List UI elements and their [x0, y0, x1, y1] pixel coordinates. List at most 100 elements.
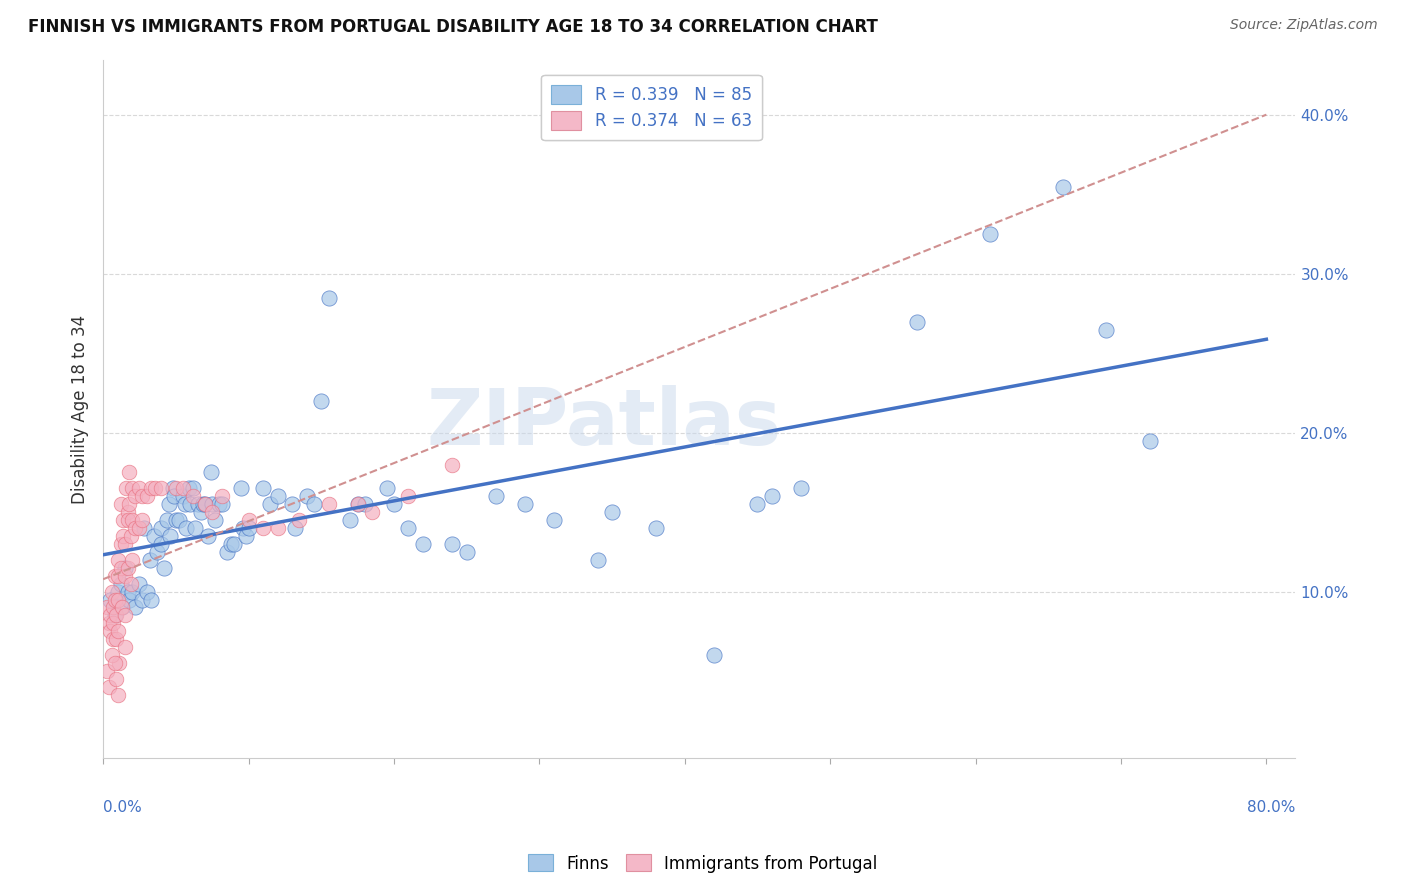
Point: [485, 489, 508, 503]
Point: [107, 624, 129, 639]
Point: [318, 291, 340, 305]
Text: ZIPatlas: ZIPatlas: [426, 385, 782, 461]
Point: [194, 497, 217, 511]
Point: [107, 553, 129, 567]
Point: [252, 482, 274, 496]
Point: [194, 497, 217, 511]
Point: [644, 521, 666, 535]
Point: [204, 513, 226, 527]
Point: [114, 608, 136, 623]
Point: [150, 482, 173, 496]
Point: [179, 497, 201, 511]
Point: [232, 521, 254, 535]
Point: [124, 521, 146, 535]
Point: [172, 482, 194, 496]
Point: [167, 513, 190, 527]
Point: [104, 592, 127, 607]
Point: [107, 688, 129, 702]
Point: [412, 537, 434, 551]
Point: [118, 466, 141, 480]
Point: [456, 545, 478, 559]
Point: [131, 592, 153, 607]
Point: [375, 482, 398, 496]
Point: [124, 489, 146, 503]
Point: [181, 489, 204, 503]
Point: [905, 315, 928, 329]
Point: [339, 513, 361, 527]
Point: [128, 482, 150, 496]
Point: [190, 505, 212, 519]
Point: [284, 521, 307, 535]
Point: [165, 482, 187, 496]
Point: [103, 616, 125, 631]
Point: [97, 680, 120, 694]
Point: [145, 482, 167, 496]
Point: [110, 576, 132, 591]
Point: [162, 482, 184, 496]
Point: [295, 489, 318, 503]
Point: [107, 584, 129, 599]
Point: [761, 489, 783, 503]
Legend: R = 0.339   N = 85, R = 0.374   N = 63: R = 0.339 N = 85, R = 0.374 N = 63: [541, 75, 762, 140]
Point: [201, 497, 224, 511]
Point: [121, 553, 143, 567]
Text: FINNISH VS IMMIGRANTS FROM PORTUGAL DISABILITY AGE 18 TO 34 CORRELATION CHART: FINNISH VS IMMIGRANTS FROM PORTUGAL DISA…: [28, 18, 877, 36]
Point: [302, 497, 325, 511]
Point: [139, 592, 162, 607]
Point: [121, 584, 143, 599]
Point: [219, 537, 242, 551]
Point: [131, 489, 153, 503]
Point: [121, 482, 143, 496]
Point: [181, 482, 204, 496]
Point: [187, 497, 209, 511]
Point: [153, 561, 176, 575]
Point: [201, 505, 224, 519]
Point: [150, 537, 173, 551]
Point: [104, 656, 127, 670]
Point: [252, 521, 274, 535]
Point: [139, 482, 162, 496]
Point: [513, 497, 536, 511]
Point: [100, 608, 122, 623]
Point: [111, 600, 134, 615]
Point: [222, 537, 245, 551]
Point: [266, 489, 288, 503]
Point: [398, 521, 420, 535]
Point: [121, 513, 143, 527]
Point: [135, 489, 157, 503]
Point: [115, 482, 138, 496]
Point: [120, 576, 142, 591]
Point: [132, 521, 155, 535]
Point: [112, 513, 135, 527]
Point: [117, 513, 139, 527]
Point: [184, 521, 207, 535]
Point: [600, 505, 623, 519]
Point: [266, 521, 288, 535]
Point: [1052, 179, 1074, 194]
Point: [281, 497, 304, 511]
Point: [156, 513, 179, 527]
Point: [979, 227, 1001, 242]
Point: [110, 497, 132, 511]
Point: [128, 576, 150, 591]
Point: [101, 584, 124, 599]
Text: 0.0%: 0.0%: [103, 800, 142, 815]
Point: [159, 529, 181, 543]
Point: [398, 489, 420, 503]
Text: 80.0%: 80.0%: [1247, 800, 1295, 815]
Point: [111, 600, 134, 615]
Legend: Finns, Immigrants from Portugal: Finns, Immigrants from Portugal: [522, 847, 884, 880]
Point: [197, 529, 219, 543]
Point: [105, 608, 128, 623]
Text: Source: ZipAtlas.com: Source: ZipAtlas.com: [1230, 18, 1378, 32]
Point: [104, 608, 127, 623]
Point: [790, 482, 813, 496]
Point: [108, 656, 131, 670]
Point: [441, 458, 464, 472]
Point: [193, 497, 215, 511]
Point: [100, 592, 122, 607]
Point: [110, 561, 132, 575]
Point: [138, 553, 160, 567]
Point: [441, 537, 464, 551]
Point: [238, 521, 260, 535]
